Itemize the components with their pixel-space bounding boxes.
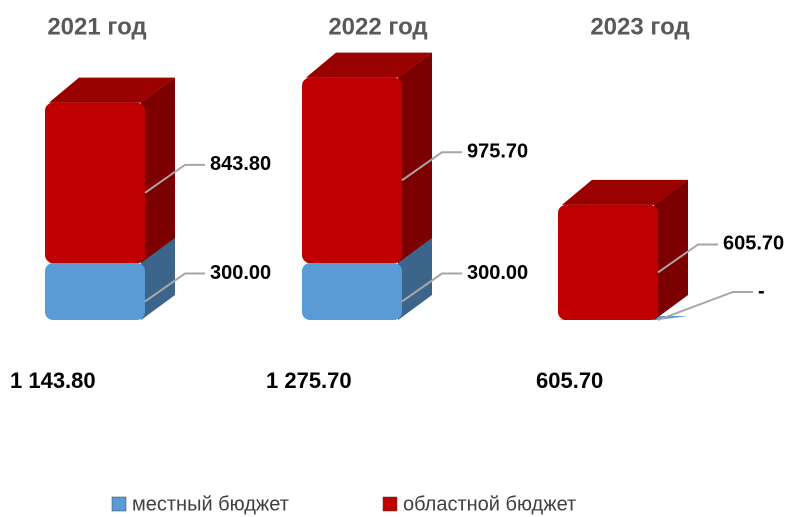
bar-front	[302, 77, 402, 263]
leader-line	[657, 291, 753, 321]
legend-swatch	[382, 496, 398, 512]
value-label: 843.80	[210, 153, 271, 175]
bar-top	[562, 179, 688, 205]
bar-top-shade	[306, 52, 432, 78]
bar	[558, 179, 688, 320]
category-label: 2021 год	[47, 13, 146, 40]
bar-side	[654, 179, 688, 320]
legend-swatch	[111, 496, 127, 512]
bar	[302, 52, 432, 263]
leader-line	[401, 151, 462, 182]
total-label: 1 143.80	[10, 368, 96, 393]
bar-top	[306, 52, 432, 78]
legend-label: областной бюджет	[403, 493, 576, 515]
total-label: 605.70	[536, 368, 603, 393]
leader-line	[144, 272, 205, 303]
legend-label: местный бюджет	[132, 493, 289, 515]
total-label: 1 275.70	[266, 368, 352, 393]
bar-side-shade	[654, 179, 688, 320]
value-label: 605.70	[723, 233, 784, 255]
bar	[45, 77, 175, 263]
value-label: 300.00	[467, 262, 528, 284]
leader-line	[401, 272, 462, 303]
value-label: 300.00	[210, 262, 271, 284]
leader-line	[144, 163, 205, 194]
bar-top	[49, 77, 175, 103]
value-label: -	[758, 280, 765, 302]
bar-top-shade	[49, 77, 175, 103]
bar-side	[141, 77, 175, 263]
bar-side-shade	[141, 77, 175, 263]
bar-side	[398, 52, 432, 263]
bar-side-shade	[398, 52, 432, 263]
category-label: 2023 год	[590, 13, 689, 40]
bar-front	[45, 102, 145, 263]
bar-front	[558, 204, 658, 320]
category-label: 2022 год	[328, 13, 427, 40]
value-label: 975.70	[467, 141, 528, 163]
bar-top-shade	[562, 179, 688, 205]
bar-front	[302, 263, 402, 320]
leader-line	[657, 243, 718, 274]
bar-front	[45, 263, 145, 320]
